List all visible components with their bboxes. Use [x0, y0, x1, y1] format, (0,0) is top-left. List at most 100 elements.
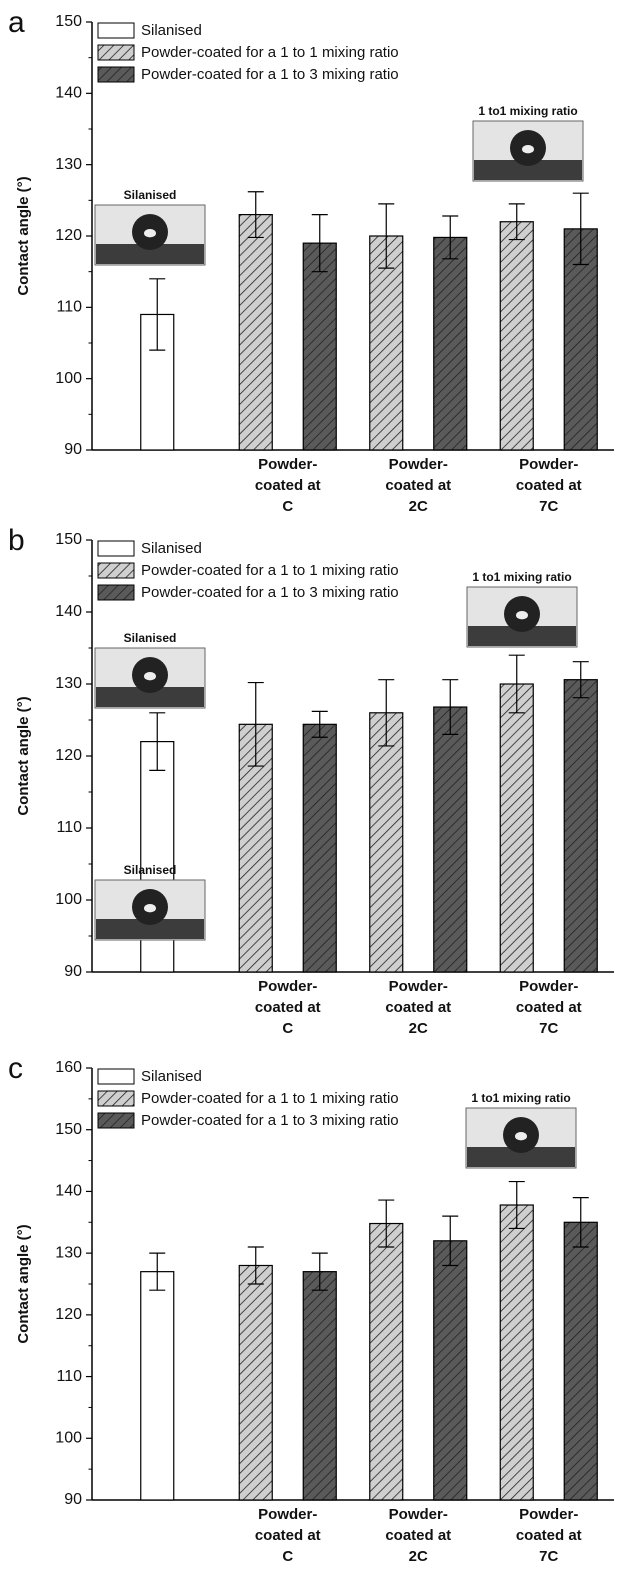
y-tick-label: 150	[55, 1121, 82, 1138]
legend-label: Silanised	[141, 1068, 202, 1085]
panel-label: b	[8, 524, 25, 557]
y-tick-label: 150	[55, 531, 82, 548]
legend-swatch	[97, 22, 135, 39]
bar	[302, 1271, 337, 1501]
inset-label: Silanised	[124, 631, 177, 645]
inset-label: Silanised	[124, 188, 177, 202]
inset-highlight	[515, 1132, 527, 1141]
x-tick-label: Powder-coated at 2C	[385, 1506, 452, 1565]
x-tick-label-box: Powder-coated at C	[254, 1506, 321, 1565]
bar	[499, 221, 534, 451]
y-tick-label: 120	[55, 747, 82, 764]
x-tick-label: Powder-coated at 7C	[515, 978, 582, 1037]
x-tick-label-box: Powder-coated at C	[254, 456, 321, 515]
y-tick-label: 110	[56, 1368, 82, 1385]
x-tick-label-box: Powder-coated at C	[254, 978, 321, 1037]
y-tick-label: 100	[55, 370, 82, 387]
inset-highlight	[522, 145, 534, 154]
legend-swatch	[97, 1068, 135, 1085]
inset-label: 1 to1 mixing ratio	[478, 104, 577, 118]
y-tick-label: 140	[55, 1183, 82, 1200]
y-tick-label: 90	[64, 441, 82, 458]
legend-label: Powder-coated for a 1 to 3 mixing ratio	[141, 584, 399, 601]
bar	[563, 228, 598, 451]
inset-highlight	[144, 904, 156, 913]
inset-label: Silanised	[124, 863, 177, 877]
panel-label: a	[8, 6, 25, 39]
inset-highlight	[144, 229, 156, 238]
inset-surface	[96, 687, 204, 707]
legend-label: Silanised	[141, 540, 202, 557]
legend-swatch	[97, 584, 135, 601]
inset-surface	[474, 160, 582, 180]
legend-swatch	[97, 1090, 135, 1107]
x-tick-label-box: Powder-coated at 2C	[385, 456, 452, 515]
bar	[369, 712, 404, 973]
x-tick-label-box: Powder-coated at 7C	[515, 1506, 582, 1565]
bar	[433, 706, 468, 973]
legend-label: Powder-coated for a 1 to 1 mixing ratio	[141, 44, 399, 61]
bar	[302, 723, 337, 973]
x-tick-label: Powder-coated at C	[254, 1506, 321, 1565]
bar	[302, 242, 337, 451]
x-tick-label: Powder-coated at 2C	[385, 456, 452, 515]
y-tick-label: 130	[55, 156, 82, 173]
x-tick-label: Powder-coated at C	[254, 456, 321, 515]
y-tick-label: 140	[55, 603, 82, 620]
legend-label: Silanised	[141, 22, 202, 39]
y-tick-label: 150	[55, 13, 82, 30]
y-tick-label: 120	[55, 227, 82, 244]
y-axis-label: Contact angle (°)	[15, 1224, 32, 1343]
bar	[238, 1264, 273, 1501]
panel-label: c	[8, 1052, 23, 1085]
legend-swatch	[97, 540, 135, 557]
y-tick-label: 160	[55, 1059, 82, 1076]
y-tick-label: 130	[55, 675, 82, 692]
y-tick-label: 140	[55, 85, 82, 102]
inset-label: 1 to1 mixing ratio	[472, 570, 571, 584]
x-tick-label-box: Powder-coated at 7C	[515, 456, 582, 515]
y-tick-label: 110	[56, 299, 82, 316]
x-tick-label: Powder-coated at 7C	[515, 1506, 582, 1565]
bar	[369, 1222, 404, 1501]
x-tick-label: Powder-coated at C	[254, 978, 321, 1037]
inset-highlight	[144, 672, 156, 681]
y-tick-label: 90	[64, 1491, 82, 1508]
legend-label: Powder-coated for a 1 to 3 mixing ratio	[141, 66, 399, 83]
y-tick-label: 100	[55, 891, 82, 908]
y-tick-label: 130	[55, 1244, 82, 1261]
y-axis-label: Contact angle (°)	[15, 696, 32, 815]
inset-highlight	[516, 611, 528, 620]
bar	[563, 679, 598, 973]
inset-surface	[467, 1147, 575, 1167]
x-tick-label-box: Powder-coated at 2C	[385, 1506, 452, 1565]
legend-swatch	[97, 1112, 135, 1129]
inset-surface	[96, 919, 204, 939]
legend-label: Powder-coated for a 1 to 3 mixing ratio	[141, 1112, 399, 1129]
y-tick-label: 90	[64, 963, 82, 980]
legend-swatch	[97, 44, 135, 61]
bar	[433, 236, 468, 451]
legend-swatch	[97, 66, 135, 83]
y-tick-label: 110	[56, 819, 82, 836]
x-tick-label: Powder-coated at 7C	[515, 456, 582, 515]
legend-label: Powder-coated for a 1 to 1 mixing ratio	[141, 562, 399, 579]
legend-label: Powder-coated for a 1 to 1 mixing ratio	[141, 1090, 399, 1107]
x-tick-label-box: Powder-coated at 7C	[515, 978, 582, 1037]
x-tick-label-box: Powder-coated at 2C	[385, 978, 452, 1037]
y-axis-label: Contact angle (°)	[15, 176, 32, 295]
inset-surface	[468, 626, 576, 646]
legend-swatch	[97, 562, 135, 579]
bar	[499, 683, 534, 973]
bar	[140, 1271, 175, 1501]
inset-label: 1 to1 mixing ratio	[471, 1091, 570, 1105]
x-tick-label: Powder-coated at 2C	[385, 978, 452, 1037]
y-tick-label: 120	[55, 1306, 82, 1323]
bar	[433, 1240, 468, 1501]
bar	[563, 1221, 598, 1501]
bar	[499, 1204, 534, 1501]
inset-surface	[96, 244, 204, 264]
bar	[369, 235, 404, 451]
y-tick-label: 100	[55, 1430, 82, 1447]
